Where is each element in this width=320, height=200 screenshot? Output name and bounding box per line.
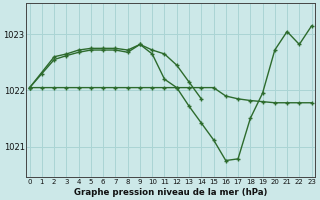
X-axis label: Graphe pression niveau de la mer (hPa): Graphe pression niveau de la mer (hPa) <box>74 188 267 197</box>
